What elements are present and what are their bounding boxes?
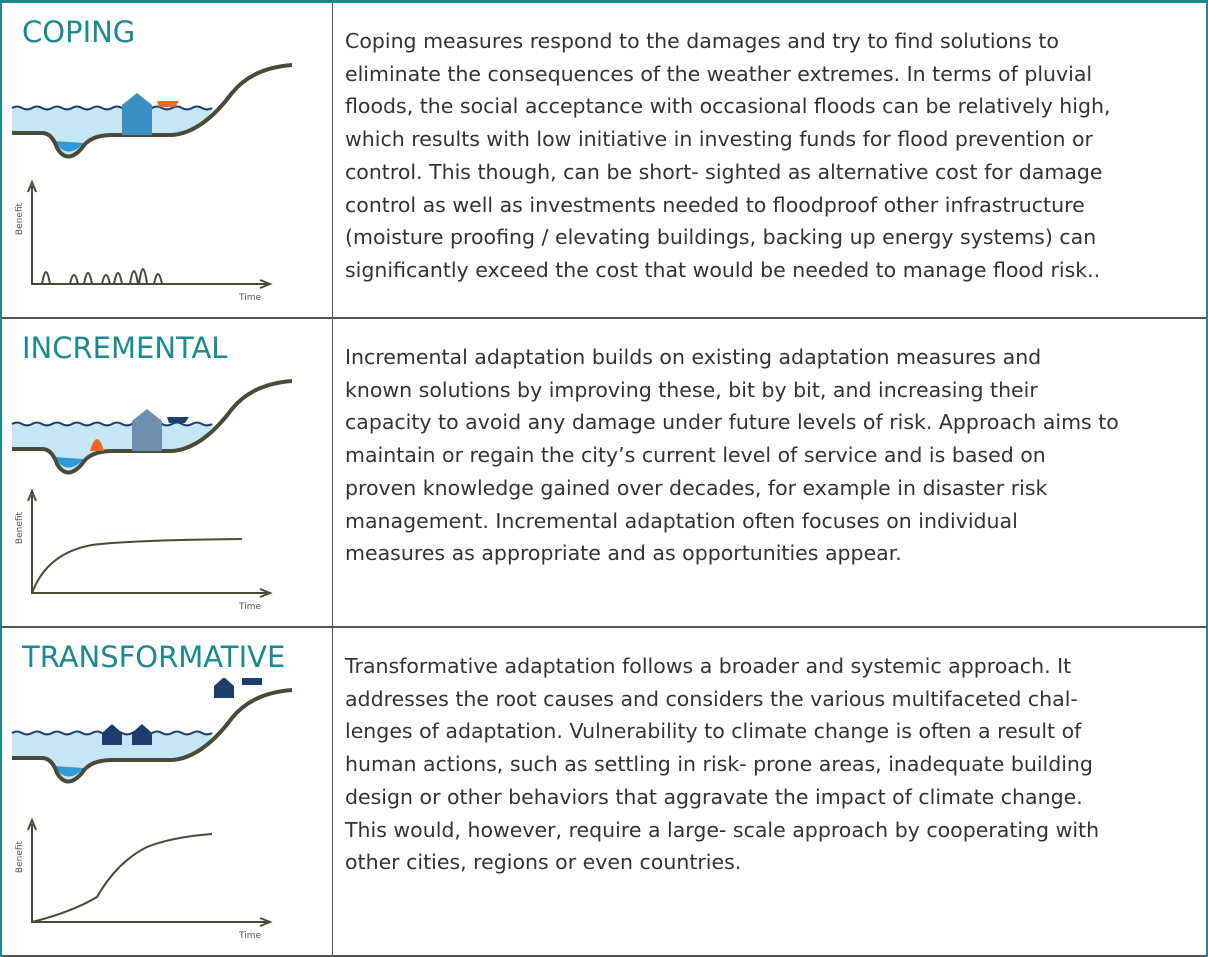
benefit-curve xyxy=(31,538,243,594)
benefit-graph: Benefit Time xyxy=(15,179,273,303)
description-line: management. Incremental adaptation often… xyxy=(345,508,1018,533)
ground xyxy=(12,63,293,159)
description-cell: Transformative adaptation follows a broa… xyxy=(333,628,1099,955)
label-cell: TRANSFORMATIVE Benefit Time xyxy=(2,628,333,955)
description-line: Transformative adaptation follows a broa… xyxy=(345,654,1072,678)
description-line: measures as appropriate and as opportuni… xyxy=(345,541,902,566)
description-cell: Coping measures respond to the damages a… xyxy=(333,3,1110,317)
y-axis-label: Benefit xyxy=(15,840,25,873)
description-line: significantly exceed the cost that would… xyxy=(345,257,1101,282)
description-line: known solutions by improving these, bit … xyxy=(345,377,1038,402)
boat xyxy=(167,417,189,423)
benefit-graph: Benefit Time xyxy=(15,817,273,941)
axes xyxy=(27,817,273,927)
description-line: Coping measures respond to the damages a… xyxy=(345,29,1059,53)
description-line: human actions, such as settling in risk-… xyxy=(345,752,1093,777)
row-title: COPING xyxy=(22,15,136,49)
description-line: other cities, regions or even countries. xyxy=(345,850,742,875)
description-line: design or other behaviors that aggravate… xyxy=(345,784,1083,809)
row-title: TRANSFORMATIVE xyxy=(22,640,286,674)
pond xyxy=(54,457,84,468)
boat xyxy=(157,101,179,107)
description-line: addresses the root causes and considers … xyxy=(345,686,1078,711)
pond xyxy=(54,141,84,152)
x-axis-label: Time xyxy=(238,931,261,941)
scene-illustration xyxy=(11,379,293,475)
description-line: which results with low initiative in inv… xyxy=(345,127,1093,152)
scene-illustration xyxy=(11,63,293,159)
description-line: floods, the social acceptance with occas… xyxy=(345,94,1111,119)
label-cell: COPING Benefit Time xyxy=(2,3,333,317)
description-line: eliminate the consequences of the weathe… xyxy=(345,61,1093,86)
axes xyxy=(27,179,273,289)
y-axis-label: Benefit xyxy=(15,511,25,544)
house xyxy=(214,678,234,698)
description-line: Incremental adaptation builds on existin… xyxy=(345,345,1042,369)
house xyxy=(132,409,162,451)
description-line: control. This though, can be short- sigh… xyxy=(345,159,1103,184)
house xyxy=(132,724,152,745)
label-cell: INCREMENTAL Benefit Time xyxy=(2,319,333,626)
description-line: capacity to avoid any damage under futur… xyxy=(345,410,1119,435)
table-row: TRANSFORMATIVE Benefit Time Transformative … xyxy=(2,628,1206,957)
row-title: INCREMENTAL xyxy=(22,331,228,365)
house xyxy=(102,724,122,745)
axes xyxy=(27,488,273,598)
waves xyxy=(11,105,213,111)
benefit-curve xyxy=(31,833,213,923)
table-row: COPING Benefit Time Coping measures respond… xyxy=(2,3,1206,319)
barrier xyxy=(90,439,104,451)
scene-illustration xyxy=(11,678,293,784)
x-axis-label: Time xyxy=(238,293,261,303)
description-line: proven knowledge gained over decades, fo… xyxy=(345,475,1048,500)
description-line: lenges of adaptation. Vulnerability to c… xyxy=(345,719,1082,744)
benefit-curve xyxy=(32,268,202,285)
house xyxy=(122,93,152,135)
description-line: maintain or regain the city’s current le… xyxy=(345,443,1046,468)
y-axis-label: Benefit xyxy=(15,202,25,235)
description-line: This would, however, require a large- sc… xyxy=(345,817,1100,842)
description-cell: Incremental adaptation builds on existin… xyxy=(333,319,1119,626)
ground xyxy=(12,688,293,784)
benefit-graph: Benefit Time xyxy=(15,488,273,612)
description-line: (moisture proofing / elevating buildings… xyxy=(345,225,1097,250)
description-line: control as well as investments needed to… xyxy=(345,192,1085,217)
ground xyxy=(12,379,293,475)
table-row: INCREMENTAL Benefit Time Incremental adapta… xyxy=(2,319,1206,628)
x-axis-label: Time xyxy=(238,602,261,612)
pond xyxy=(54,766,84,777)
house xyxy=(242,678,262,685)
